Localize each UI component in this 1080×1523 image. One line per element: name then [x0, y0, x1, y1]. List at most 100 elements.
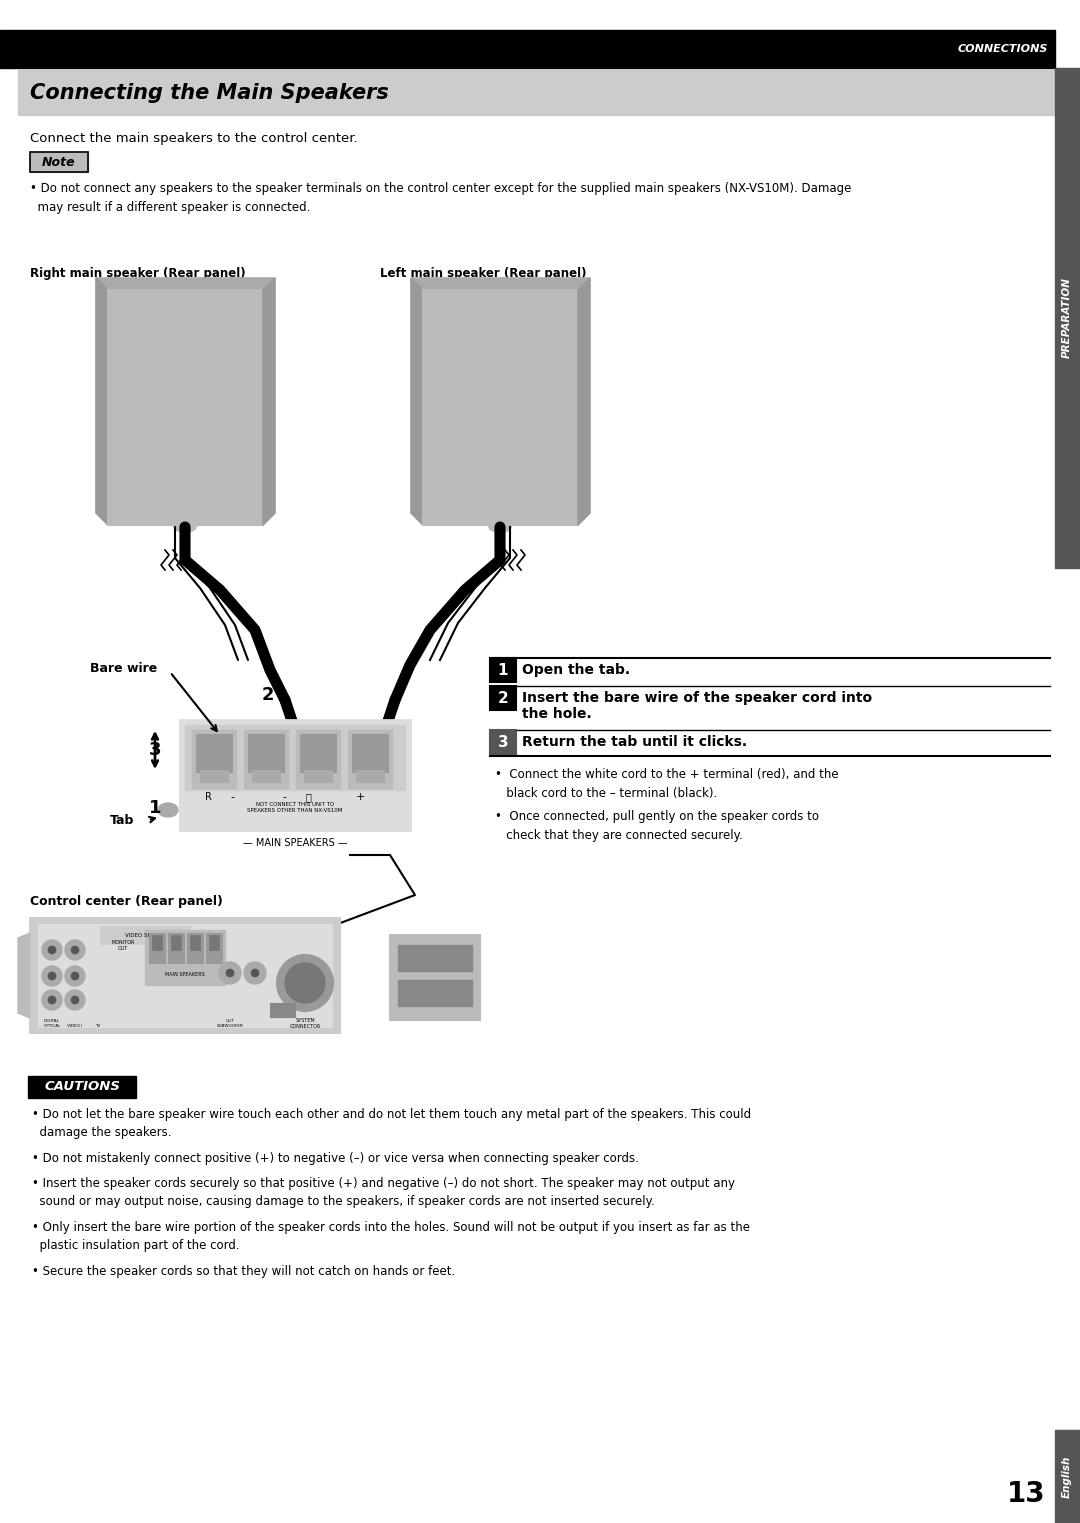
Bar — [399, 944, 472, 972]
Text: TV: TV — [95, 1023, 100, 1028]
Circle shape — [251, 969, 259, 976]
Text: NOT CONNECT THIS UNIT TO
SPEAKERS OTHER THAN NX-VS10M: NOT CONNECT THIS UNIT TO SPEAKERS OTHER … — [247, 803, 342, 813]
Text: Right main speaker (Rear panel): Right main speaker (Rear panel) — [30, 267, 245, 280]
Bar — [300, 734, 336, 772]
Bar — [490, 685, 516, 710]
Bar — [187, 934, 203, 963]
Polygon shape — [411, 279, 423, 525]
Bar — [108, 289, 264, 525]
Bar — [210, 935, 219, 950]
Bar — [145, 931, 225, 985]
Bar — [356, 771, 384, 781]
Bar — [352, 734, 388, 772]
Bar — [30, 918, 340, 1033]
Circle shape — [226, 969, 234, 976]
Bar — [152, 935, 162, 950]
Text: Bare wire: Bare wire — [90, 661, 158, 675]
Text: •  Connect the white cord to the + terminal (red), and the
   black cord to the : • Connect the white cord to the + termin… — [495, 768, 839, 800]
Text: Left main speaker (Rear panel): Left main speaker (Rear panel) — [380, 267, 586, 280]
Bar — [0, 30, 1055, 69]
Circle shape — [65, 990, 85, 1010]
Ellipse shape — [174, 522, 195, 532]
Text: 3: 3 — [498, 734, 509, 749]
Bar — [38, 924, 332, 1027]
Bar — [185, 725, 405, 790]
Text: Tab: Tab — [110, 813, 134, 827]
Circle shape — [71, 946, 79, 953]
Text: Control center (Rear panel): Control center (Rear panel) — [30, 896, 222, 908]
Circle shape — [48, 996, 56, 1004]
Bar — [18, 1068, 1059, 1467]
Polygon shape — [264, 279, 275, 525]
Bar — [28, 1077, 136, 1098]
Bar — [171, 935, 181, 950]
Ellipse shape — [140, 790, 175, 819]
Bar — [252, 771, 280, 781]
Circle shape — [285, 963, 325, 1004]
Text: — MAIN SPEAKERS —: — MAIN SPEAKERS — — [243, 838, 348, 848]
Text: Ⓛ: Ⓛ — [305, 792, 311, 803]
Bar — [206, 934, 222, 963]
Bar — [149, 934, 165, 963]
Circle shape — [42, 940, 62, 959]
Text: Open the tab.: Open the tab. — [522, 663, 630, 678]
Bar — [1055, 1430, 1080, 1523]
Text: •  Once connected, pull gently on the speaker cords to
   check that they are co: • Once connected, pull gently on the spe… — [495, 810, 819, 842]
Bar — [30, 152, 87, 172]
Text: SYSTEM
CONNECTOR: SYSTEM CONNECTOR — [289, 1017, 321, 1030]
Bar — [190, 935, 200, 950]
Polygon shape — [411, 279, 590, 289]
Bar — [100, 926, 190, 944]
Circle shape — [276, 955, 333, 1011]
Text: MONITOR
OUT: MONITOR OUT — [111, 940, 135, 950]
Polygon shape — [96, 279, 275, 289]
Circle shape — [71, 972, 79, 979]
Bar — [248, 734, 284, 772]
Circle shape — [71, 996, 79, 1004]
Text: VIDEO I: VIDEO I — [67, 1023, 83, 1028]
Bar — [348, 730, 392, 787]
Circle shape — [42, 990, 62, 1010]
Text: Connect the main speakers to the control center.: Connect the main speakers to the control… — [30, 133, 357, 145]
Ellipse shape — [489, 522, 511, 532]
Circle shape — [219, 963, 241, 984]
Text: • Do not let the bare speaker wire touch each other and do not let them touch an: • Do not let the bare speaker wire touch… — [32, 1109, 751, 1139]
Text: PREPARATION: PREPARATION — [1062, 277, 1072, 358]
Text: OUT
SUBWOOFER: OUT SUBWOOFER — [217, 1019, 243, 1028]
Text: 1: 1 — [498, 663, 509, 678]
Text: CONNECTIONS: CONNECTIONS — [958, 44, 1048, 53]
Text: 13: 13 — [1007, 1480, 1045, 1508]
Text: VIDEO SIGNAL: VIDEO SIGNAL — [125, 932, 164, 938]
Polygon shape — [96, 279, 108, 525]
Text: 1: 1 — [149, 800, 161, 816]
Bar — [490, 730, 516, 754]
Text: Note: Note — [42, 155, 76, 169]
Text: 3: 3 — [149, 742, 161, 758]
Text: MAIN SPEAKERS: MAIN SPEAKERS — [165, 972, 205, 976]
Bar — [303, 771, 332, 781]
Text: 2: 2 — [498, 690, 509, 705]
Bar — [244, 730, 288, 787]
Circle shape — [48, 946, 56, 953]
Text: -: - — [230, 792, 234, 803]
Bar — [30, 152, 87, 172]
Text: R: R — [204, 792, 212, 803]
Bar — [200, 771, 228, 781]
Text: Connecting the Main Speakers: Connecting the Main Speakers — [30, 82, 389, 104]
Polygon shape — [578, 279, 590, 525]
Bar — [192, 730, 237, 787]
Bar — [18, 70, 1055, 116]
Polygon shape — [18, 934, 30, 1017]
Bar — [1055, 69, 1080, 568]
Bar — [195, 734, 232, 772]
Bar — [423, 289, 578, 525]
Bar — [180, 720, 410, 830]
Bar — [399, 979, 472, 1007]
Text: Return the tab until it clicks.: Return the tab until it clicks. — [522, 736, 747, 749]
Bar — [296, 730, 340, 787]
Ellipse shape — [158, 803, 178, 816]
Circle shape — [42, 966, 62, 985]
Text: DIGITAL
OPTICAL: DIGITAL OPTICAL — [43, 1019, 60, 1028]
Text: -: - — [282, 792, 286, 803]
Circle shape — [244, 963, 266, 984]
